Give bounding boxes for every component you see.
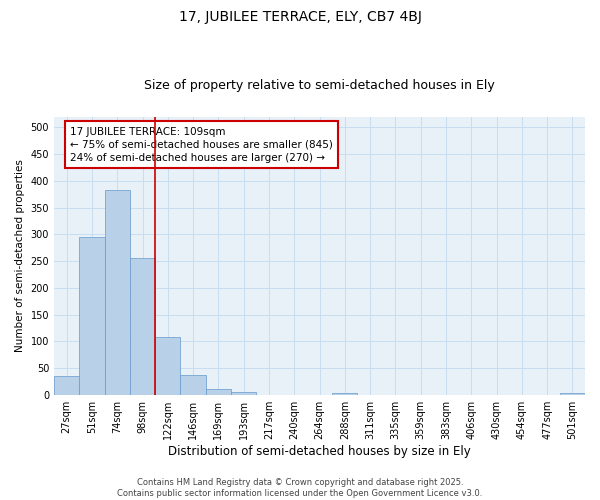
Bar: [560, 393, 585, 394]
Bar: [79, 237, 104, 394]
Text: 17, JUBILEE TERRACE, ELY, CB7 4BJ: 17, JUBILEE TERRACE, ELY, CB7 4BJ: [179, 10, 421, 24]
Text: 17 JUBILEE TERRACE: 109sqm
← 75% of semi-detached houses are smaller (845)
24% o: 17 JUBILEE TERRACE: 109sqm ← 75% of semi…: [70, 126, 333, 163]
Text: Contains HM Land Registry data © Crown copyright and database right 2025.
Contai: Contains HM Land Registry data © Crown c…: [118, 478, 482, 498]
Bar: [104, 190, 130, 394]
Bar: [231, 392, 256, 394]
Bar: [155, 337, 181, 394]
Bar: [54, 376, 79, 394]
Bar: [130, 258, 155, 394]
Bar: [181, 376, 206, 394]
Bar: [332, 393, 358, 394]
X-axis label: Distribution of semi-detached houses by size in Ely: Distribution of semi-detached houses by …: [168, 444, 471, 458]
Bar: [206, 389, 231, 394]
Y-axis label: Number of semi-detached properties: Number of semi-detached properties: [15, 160, 25, 352]
Title: Size of property relative to semi-detached houses in Ely: Size of property relative to semi-detach…: [144, 79, 495, 92]
